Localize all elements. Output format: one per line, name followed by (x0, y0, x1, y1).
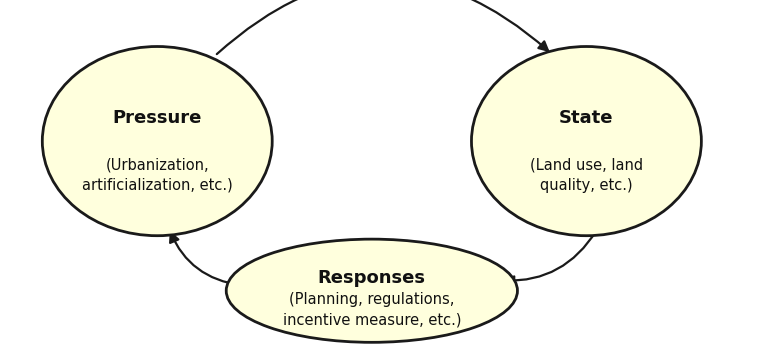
Text: (Urbanization,
artificialization, etc.): (Urbanization, artificialization, etc.) (82, 158, 232, 193)
Text: State: State (559, 110, 614, 127)
Text: (Planning, regulations,
incentive measure, etc.): (Planning, regulations, incentive measur… (282, 292, 461, 327)
Ellipse shape (472, 46, 701, 236)
Text: Responses: Responses (317, 269, 426, 287)
Ellipse shape (226, 239, 518, 342)
Text: Pressure: Pressure (113, 110, 202, 127)
Ellipse shape (42, 46, 272, 236)
Text: (Land use, land
quality, etc.): (Land use, land quality, etc.) (530, 158, 643, 193)
